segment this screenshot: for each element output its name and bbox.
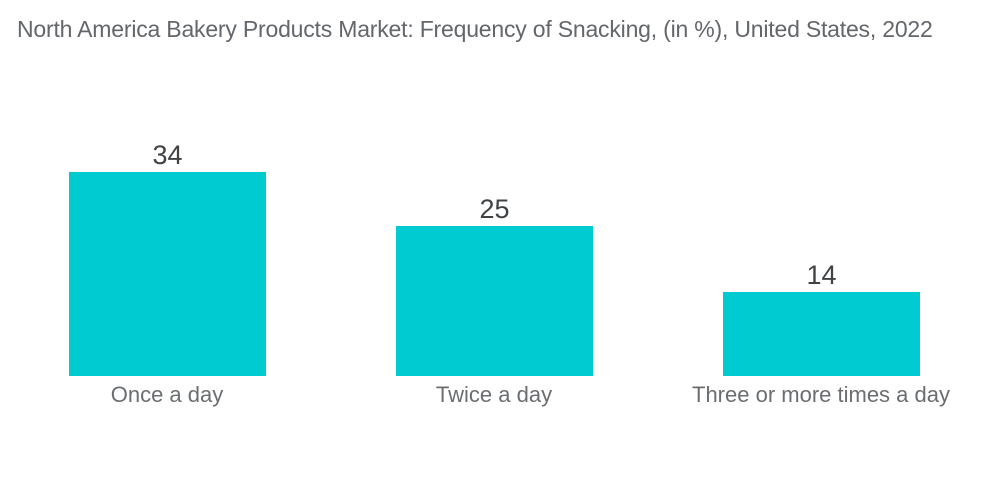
bar-chart: 34 25 14 Once a day Twice a day Three or… (69, 142, 950, 407)
bar-group-twice-a-day: 25 (396, 196, 593, 376)
x-axis-label-twice-a-day: Twice a day (435, 382, 553, 407)
bar-twice-a-day (396, 226, 593, 376)
bar-value-label-three-or-more-times-a-day: 14 (806, 260, 837, 290)
bar-value-label-twice-a-day: 25 (479, 194, 510, 224)
chart-title: North America Bakery Products Market: Fr… (17, 16, 933, 42)
bar-once-a-day (69, 172, 266, 376)
bar-three-or-more-times-a-day (723, 292, 920, 376)
bar-group-three-or-more-times-a-day: 14 (723, 262, 920, 376)
bar-group-once-a-day: 34 (69, 142, 266, 376)
bar-value-label-once-a-day: 34 (152, 140, 183, 170)
x-axis-label-three-or-more-times-a-day: Three or more times a day (692, 382, 950, 407)
x-axis-label-once-a-day: Once a day (110, 382, 224, 407)
